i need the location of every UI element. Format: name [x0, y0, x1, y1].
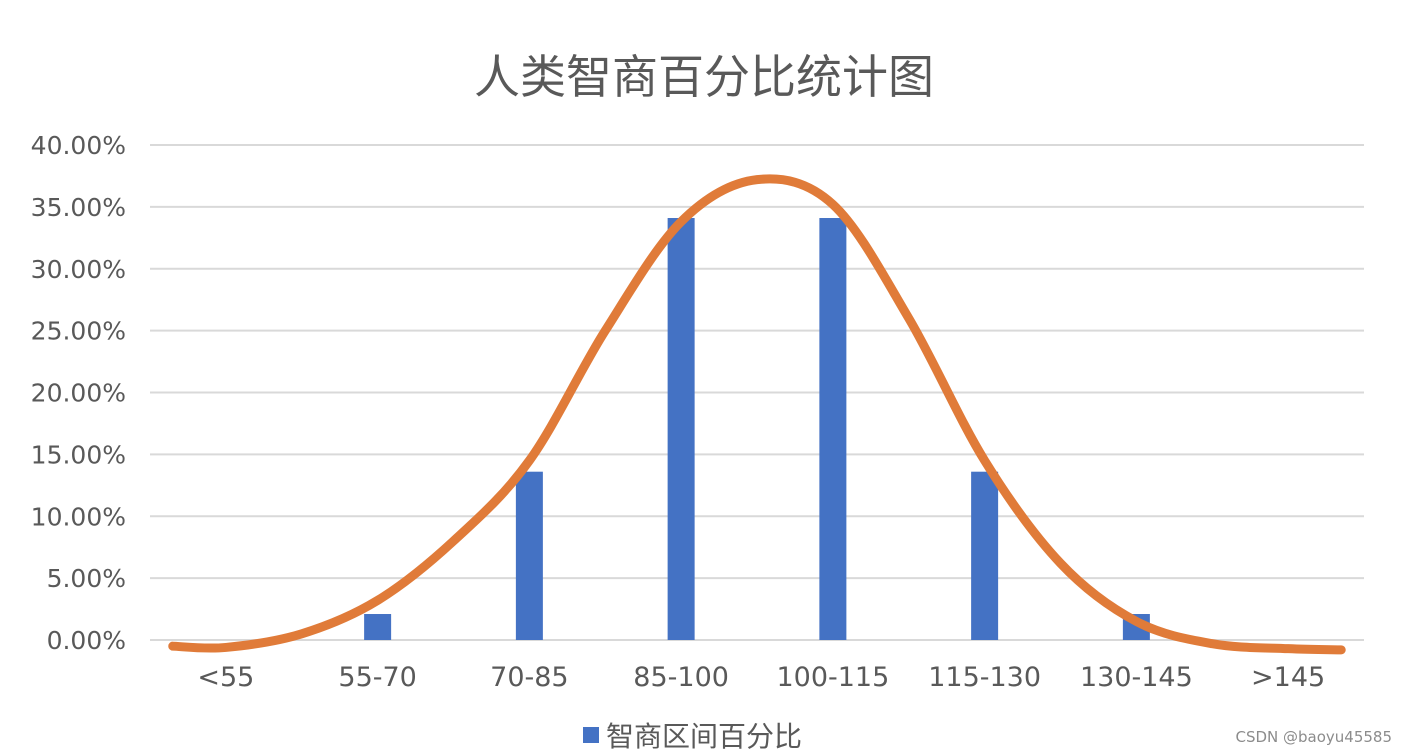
bar — [971, 471, 999, 640]
gridlines — [150, 144, 1364, 641]
trend-curve — [168, 174, 1346, 655]
bar — [667, 218, 695, 640]
y-tick-label: 5.00% — [47, 564, 126, 593]
chart-title: 人类智商百分比统计图 — [474, 50, 934, 104]
y-tick-label: 0.00% — [47, 626, 126, 655]
x-tick-label: >145 — [1251, 662, 1325, 693]
bars — [364, 218, 1150, 640]
bar — [819, 218, 847, 640]
y-axis-tick-labels: 0.00% 5.00% 10.00% 15.00% 20.00% 25.00% 30.00%… — [31, 131, 126, 655]
x-tick-label: 130-145 — [1080, 662, 1193, 693]
x-tick-label: 70-85 — [490, 662, 568, 693]
x-tick-label: 85-100 — [633, 662, 729, 693]
x-tick-label: <55 — [197, 662, 254, 693]
legend-swatch — [583, 727, 599, 743]
x-tick-label: 55-70 — [338, 662, 416, 693]
y-tick-label: 30.00% — [31, 255, 126, 284]
y-tick-label: 25.00% — [31, 317, 126, 346]
y-tick-label: 35.00% — [31, 193, 126, 222]
legend: 智商区间百分比 — [583, 720, 802, 753]
y-tick-label: 10.00% — [31, 502, 126, 531]
y-tick-label: 15.00% — [31, 440, 126, 469]
bar — [515, 471, 543, 640]
curve-line — [168, 174, 1346, 655]
x-tick-label: 100-115 — [776, 662, 889, 693]
y-tick-label: 20.00% — [31, 379, 126, 408]
bar — [364, 614, 392, 640]
legend-label: 智商区间百分比 — [606, 720, 802, 753]
watermark-text: CSDN @baoyu45585 — [1235, 728, 1392, 746]
x-axis-tick-labels: <55 55-70 70-85 85-100 100-115 115-130 130-145… — [197, 662, 1325, 693]
y-tick-label: 40.00% — [31, 131, 126, 160]
x-tick-label: 115-130 — [928, 662, 1041, 693]
